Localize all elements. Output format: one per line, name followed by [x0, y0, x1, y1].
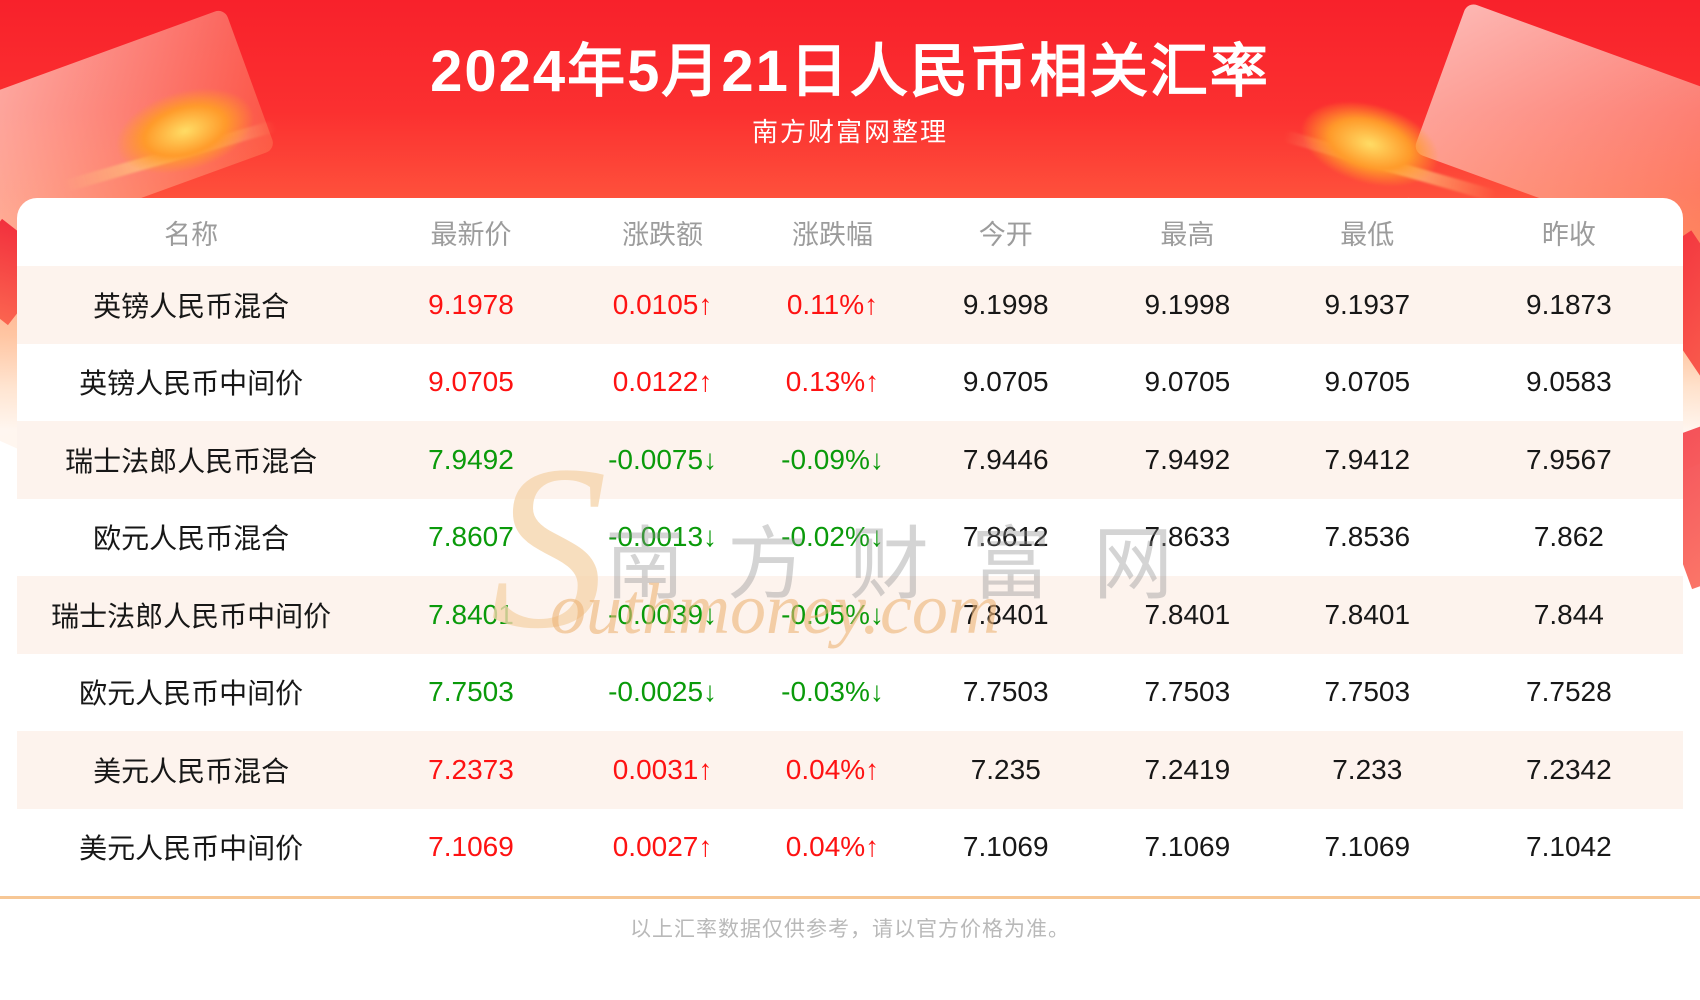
cell-pct: 0.04%↑ [785, 753, 880, 785]
cell-open: 9.1998 [962, 288, 1049, 320]
cell-pct: 0.11%↑ [786, 288, 879, 320]
cell-name: 瑞士法郎人民币混合 [65, 445, 318, 477]
cell-open: 7.9446 [962, 443, 1049, 475]
cell-change: -0.0013↓ [608, 521, 718, 553]
cell-pct: -0.02%↓ [781, 521, 884, 553]
table-row: 英镑人民币中间价 9.0705 0.0122↑ 0.13%↑ 9.0705 9.0705 9… [17, 344, 1683, 422]
cell-name: 美元人民币混合 [93, 755, 290, 787]
cell-last: 7.8607 [428, 521, 514, 553]
cell-last: 7.8401 [428, 598, 514, 630]
cell-high: 7.8633 [1144, 521, 1231, 553]
column-header-0: 名称 [164, 219, 219, 250]
cell-high: 9.1998 [1144, 288, 1231, 320]
cell-prev: 9.0583 [1526, 366, 1612, 398]
cell-low: 7.8401 [1324, 598, 1411, 630]
table-row: 英镑人民币混合 9.1978 0.0105↑ 0.11%↑ 9.1998 9.1998 9.… [17, 266, 1683, 344]
cell-low: 7.233 [1332, 753, 1403, 785]
cell-pct: 0.13%↑ [785, 366, 880, 398]
table-row: 瑞士法郎人民币中间价 7.8401 -0.0039↓ -0.05%↓ 7.8401 7.8… [17, 576, 1683, 654]
cell-name: 英镑人民币混合 [93, 290, 290, 322]
column-header-7: 昨收 [1541, 219, 1596, 250]
table-row: 欧元人民币中间价 7.7503 -0.0025↓ -0.03%↓ 7.7503 7.750… [17, 654, 1683, 732]
cell-high: 9.0705 [1144, 366, 1231, 398]
cell-name: 美元人民币中间价 [79, 833, 304, 865]
cell-pct: -0.05%↓ [781, 598, 884, 630]
cell-last: 7.2373 [428, 753, 514, 785]
cell-high: 7.7503 [1144, 676, 1231, 708]
cell-change: 0.0031↑ [612, 753, 713, 785]
cell-last: 7.7503 [428, 676, 514, 708]
cell-low: 7.9412 [1324, 443, 1411, 475]
table-row: 美元人民币混合 7.2373 0.0031↑ 0.04%↑ 7.235 7.2419 7.2… [17, 731, 1683, 809]
cell-change: -0.0039↓ [608, 598, 718, 630]
cell-prev: 7.1042 [1526, 831, 1612, 863]
cell-name: 欧元人民币中间价 [79, 678, 304, 710]
cell-open: 7.7503 [962, 676, 1049, 708]
cell-pct: -0.03%↓ [781, 676, 884, 708]
page-title: 2024年5月21日人民币相关汇率 [430, 39, 1270, 104]
table-row: 欧元人民币混合 7.8607 -0.0013↓ -0.02%↓ 7.8612 7.8633… [17, 499, 1683, 577]
cell-open: 7.8401 [962, 598, 1049, 630]
cell-high: 7.1069 [1144, 831, 1231, 863]
cell-change: 0.0105↑ [612, 288, 713, 320]
rates-table-card: 名称 最新价 涨跌额 涨跌幅 今开 最高 最低 昨收 英镑人民币混合 9.1978 0.0105↑… [17, 198, 1683, 886]
cell-last: 9.0705 [428, 366, 514, 398]
cell-low: 7.8536 [1324, 521, 1411, 553]
cell-prev: 9.1873 [1526, 288, 1612, 320]
cell-last: 7.1069 [428, 831, 514, 863]
column-header-5: 最高 [1160, 219, 1215, 250]
cell-prev: 7.2342 [1526, 753, 1612, 785]
cell-last: 7.9492 [428, 443, 514, 475]
cell-pct: -0.09%↓ [781, 443, 884, 475]
cell-prev: 7.862 [1533, 521, 1604, 553]
cell-low: 9.0705 [1324, 366, 1411, 398]
cell-name: 英镑人民币中间价 [79, 368, 304, 400]
cell-low: 7.7503 [1324, 676, 1411, 708]
rates-table: 名称 最新价 涨跌额 涨跌幅 今开 最高 最低 昨收 英镑人民币混合 9.1978 0.0105↑… [17, 198, 1683, 886]
footer-note: 以上汇率数据仅供参考，请以官方价格为准。 [630, 918, 1070, 941]
column-header-6: 最低 [1340, 219, 1395, 250]
cell-open: 7.8612 [962, 521, 1049, 553]
table-header-row: 名称 最新价 涨跌额 涨跌幅 今开 最高 最低 昨收 [17, 198, 1683, 266]
table-row: 美元人民币中间价 7.1069 0.0027↑ 0.04%↑ 7.1069 7.1069 7… [17, 809, 1683, 887]
cell-prev: 7.9567 [1526, 443, 1612, 475]
cell-low: 9.1937 [1324, 288, 1411, 320]
cell-open: 7.235 [970, 753, 1041, 785]
cell-pct: 0.04%↑ [785, 831, 880, 863]
column-header-1: 最新价 [430, 219, 512, 250]
cell-last: 9.1978 [428, 288, 514, 320]
cell-change: -0.0075↓ [608, 443, 718, 475]
table-row: 瑞士法郎人民币混合 7.9492 -0.0075↓ -0.09%↓ 7.9446 7.94… [17, 421, 1683, 499]
page-subtitle: 南方财富网整理 [751, 117, 948, 147]
cell-low: 7.1069 [1324, 831, 1411, 863]
cell-open: 7.1069 [962, 831, 1049, 863]
cell-name: 瑞士法郎人民币中间价 [51, 600, 332, 632]
cell-open: 9.0705 [962, 366, 1049, 398]
cell-change: 0.0122↑ [612, 366, 713, 398]
column-header-4: 今开 [978, 219, 1033, 250]
cell-high: 7.2419 [1144, 753, 1231, 785]
cell-prev: 7.7528 [1526, 676, 1612, 708]
cell-high: 7.8401 [1144, 598, 1231, 630]
cell-change: -0.0025↓ [608, 676, 718, 708]
cell-change: 0.0027↑ [612, 831, 713, 863]
footer-divider [0, 896, 1700, 899]
cell-prev: 7.844 [1533, 598, 1604, 630]
column-header-2: 涨跌额 [622, 219, 704, 250]
cell-high: 7.9492 [1144, 443, 1231, 475]
column-header-3: 涨跌幅 [791, 219, 873, 250]
cell-name: 欧元人民币混合 [93, 523, 290, 555]
